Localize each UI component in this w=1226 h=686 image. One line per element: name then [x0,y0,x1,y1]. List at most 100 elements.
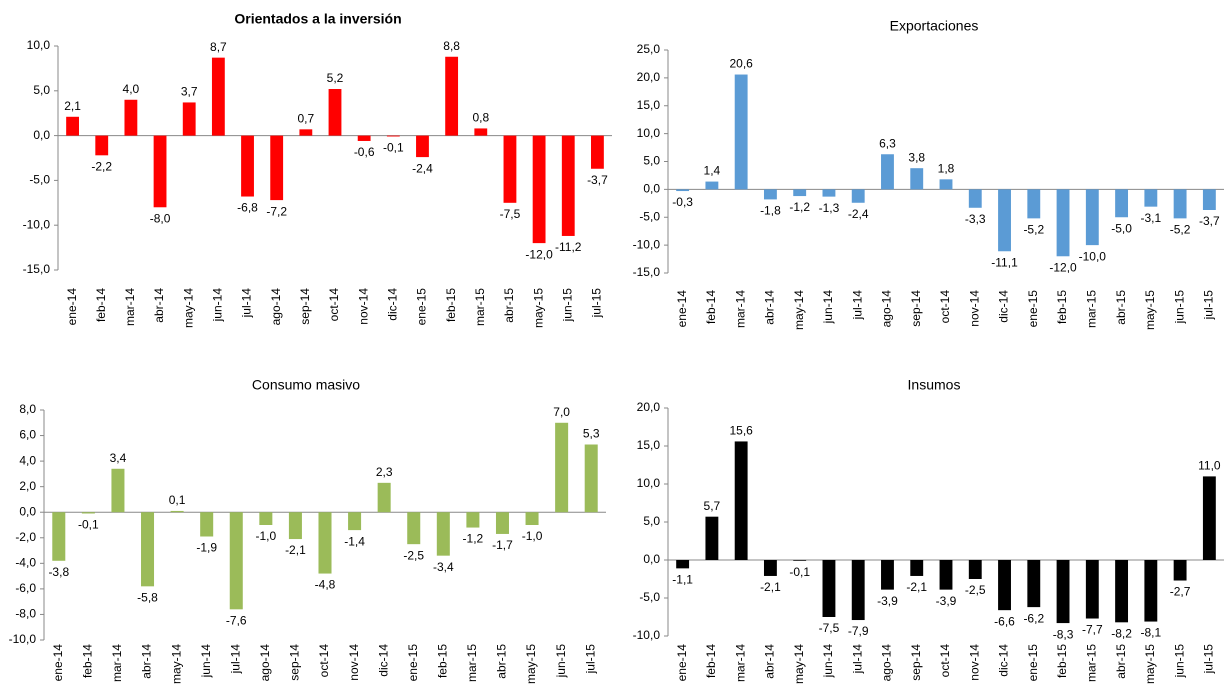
bar [407,512,421,545]
bar [1144,560,1158,622]
value-label: -8,3 [1053,627,1074,641]
x-tick-label: jun-14 [199,644,213,679]
bar [182,102,196,136]
value-label: -0,1 [789,565,810,579]
value-label: -2,4 [412,161,433,175]
x-tick-label: may-14 [792,644,806,684]
x-tick-label: jun-15 [560,288,574,323]
value-label: -5,8 [137,591,158,605]
value-label: 11,0 [1198,459,1221,473]
value-label: -2,5 [965,583,986,597]
bar [229,512,243,610]
x-tick-label: abr-15 [1114,644,1128,679]
bar [299,129,313,136]
y-tick-label: 8,0 [19,402,36,416]
value-label: -1,3 [819,201,840,215]
x-tick-label: sep-14 [288,644,302,681]
value-label: 5,3 [583,427,600,441]
bar [1056,189,1070,257]
value-label: -4,8 [315,578,336,592]
y-tick-label: 5,0 [643,154,660,168]
y-tick-label: -5,0 [29,173,50,187]
x-tick-label: jul-14 [228,644,242,675]
x-tick-label: ene-15 [406,644,420,682]
x-tick-label: jul-14 [850,644,864,675]
x-tick-label: sep-14 [909,290,923,327]
value-label: -3,1 [1140,211,1161,225]
bar [377,482,391,513]
bar [1202,189,1216,211]
bar [270,135,284,201]
x-tick-label: abr-15 [502,288,516,323]
value-label: -1,1 [672,573,693,587]
bar [503,135,517,203]
y-tick-label: -15,0 [633,265,661,279]
x-tick-label: abr-15 [1114,290,1128,325]
value-label: -2,7 [1170,585,1191,599]
x-tick-label: mar-15 [465,644,479,682]
bar [241,135,254,197]
x-tick-label: ene-15 [1026,644,1040,682]
y-tick-label: -10,0 [633,628,661,642]
x-tick-label: ago-14 [880,644,894,682]
y-tick-label: -5,0 [639,209,660,223]
bar [466,512,480,528]
value-label: -0,1 [78,518,99,532]
x-tick-label: oct-14 [938,290,952,324]
y-tick-label: 0,0 [33,128,50,142]
value-label: 5,2 [327,71,344,85]
x-tick-label: may-14 [169,644,183,684]
bar [822,560,836,617]
bar [1115,560,1129,623]
bar [591,135,604,169]
bar [211,57,225,136]
value-label: -6,2 [1023,611,1044,625]
bar [851,560,865,621]
chart-title: Orientados a la inversión [234,11,401,27]
bar [153,135,167,208]
x-tick-label: may-15 [1143,644,1157,684]
value-label: -7,7 [1082,623,1103,637]
bar [474,128,488,136]
y-tick-label: -5,0 [639,590,660,604]
bar [910,560,924,576]
bar [357,135,371,141]
x-tick-label: abr-14 [140,644,154,679]
y-tick-label: 0,0 [643,552,660,566]
value-label: -2,1 [906,580,927,594]
value-label: 5,7 [704,499,721,513]
x-tick-label: jun-15 [1172,290,1186,325]
bar [968,560,982,579]
bar [910,168,924,190]
y-tick-label: -8,0 [15,607,36,621]
chart-title: Consumo masivo [252,377,360,393]
bar [793,189,807,197]
bar [124,99,138,136]
bar [793,560,807,561]
x-tick-label: oct-14 [317,644,331,678]
value-label: -1,4 [344,534,365,548]
bar [416,135,429,158]
x-tick-label: may-15 [524,644,538,684]
bar [436,512,450,556]
y-tick-label: 10,0 [637,126,661,140]
bar [1202,476,1216,560]
value-label: -11,2 [555,240,582,254]
y-tick-label: 10,0 [637,476,661,490]
value-label: -8,0 [150,211,171,225]
x-tick-label: feb-15 [435,644,449,678]
chart-title: Exportaciones [890,18,979,34]
bar [111,468,125,513]
bar [52,512,66,561]
bar [1027,189,1041,219]
bar [259,512,273,525]
value-label: 1,8 [938,162,955,176]
y-tick-label: -10,0 [23,217,51,231]
y-tick-label: 5,0 [33,83,50,97]
y-tick-label: 0,0 [643,182,660,196]
value-label: 7,0 [553,405,570,419]
y-tick-label: 15,0 [637,98,661,112]
x-tick-label: feb-15 [1055,290,1069,324]
bar [141,512,155,587]
